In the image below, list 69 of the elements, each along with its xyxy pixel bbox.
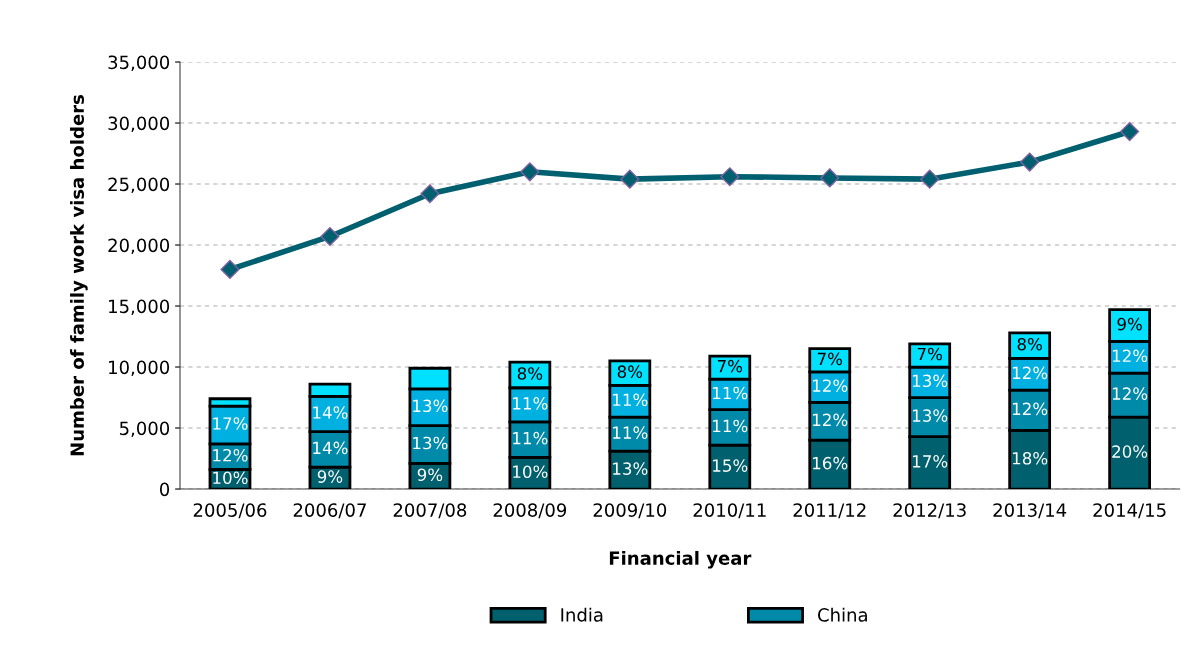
annotation: 12% (813, 413, 848, 427)
x-tick-label: 2012/13 (893, 503, 966, 519)
x-tick-label: 2011/12 (793, 503, 866, 519)
point (920, 169, 940, 189)
annotation: 12% (1112, 349, 1148, 363)
y-tick-label: 5,000 (119, 421, 170, 437)
x-tick-label: 2014/15 (1093, 503, 1166, 519)
point (420, 184, 440, 204)
annotation: 10% (213, 471, 248, 485)
x-tick-label: 2010/11 (693, 503, 766, 519)
annotation: 11% (713, 419, 748, 433)
y-tick-label: 10,000 (109, 360, 170, 376)
y-axis-title: Number of family work visa holders (70, 95, 88, 456)
annotation: 11% (513, 431, 548, 445)
annotation: 12% (1112, 387, 1148, 400)
annotation: 12% (1012, 366, 1048, 380)
annotation: 7% (717, 359, 743, 373)
legend-label: India (561, 607, 603, 622)
annotation: 13% (913, 409, 948, 422)
annotation: 13% (613, 462, 648, 475)
annotation: 17% (913, 455, 948, 468)
annotation: 11% (613, 393, 648, 407)
annotation: 9% (417, 468, 443, 482)
annotation: 8% (517, 367, 543, 380)
point (720, 167, 740, 187)
annotation: 16% (813, 456, 848, 470)
x-tick-label: 2008/09 (493, 503, 567, 519)
x-tick-label: 2005/06 (193, 503, 267, 519)
annotation: 17% (213, 417, 248, 430)
legend-label: China (818, 607, 867, 622)
annotation: 9% (1117, 317, 1142, 331)
annotation: 7% (817, 352, 843, 366)
x-tick-label: 2013/14 (993, 503, 1067, 519)
annotation: 9% (317, 470, 343, 483)
y-tick-label: 0 (159, 482, 170, 497)
annotation: 11% (613, 426, 648, 439)
point (620, 169, 640, 189)
y-tick-label: 20,000 (108, 238, 170, 254)
annotation: 12% (213, 448, 248, 462)
annotation: 14% (313, 406, 348, 419)
x-tick-label: 2009/10 (593, 503, 667, 519)
annotation: 13% (913, 374, 948, 388)
annotation: 13% (413, 399, 448, 413)
annotation: 8% (1017, 337, 1042, 351)
annotation: 18% (1012, 451, 1048, 465)
annotation: 11% (513, 397, 548, 410)
annotation: 13% (413, 436, 448, 450)
x-tick-label: 2006/07 (293, 503, 366, 519)
annotation: 20% (1112, 445, 1148, 458)
point (220, 259, 240, 279)
point (820, 168, 840, 188)
annotation: 11% (713, 386, 748, 400)
annotation: 12% (1012, 402, 1048, 416)
annotation: 14% (313, 441, 348, 455)
annotation: 15% (713, 459, 748, 472)
point (320, 226, 340, 247)
annotation: 8% (617, 365, 643, 378)
y-tick-label: 35,000 (108, 55, 170, 71)
point (1120, 122, 1140, 142)
x-axis-title: Financial year (609, 550, 752, 569)
annotation: 7% (917, 347, 942, 361)
x-tick-label: 2007/08 (393, 503, 467, 519)
annotation: 12% (813, 379, 848, 392)
point (1020, 152, 1040, 172)
point (520, 162, 540, 182)
y-tick-label: 30,000 (108, 116, 170, 132)
y-tick-label: 15,000 (109, 299, 170, 315)
y-tick-label: 25,000 (108, 177, 170, 193)
annotation: 10% (513, 465, 548, 478)
